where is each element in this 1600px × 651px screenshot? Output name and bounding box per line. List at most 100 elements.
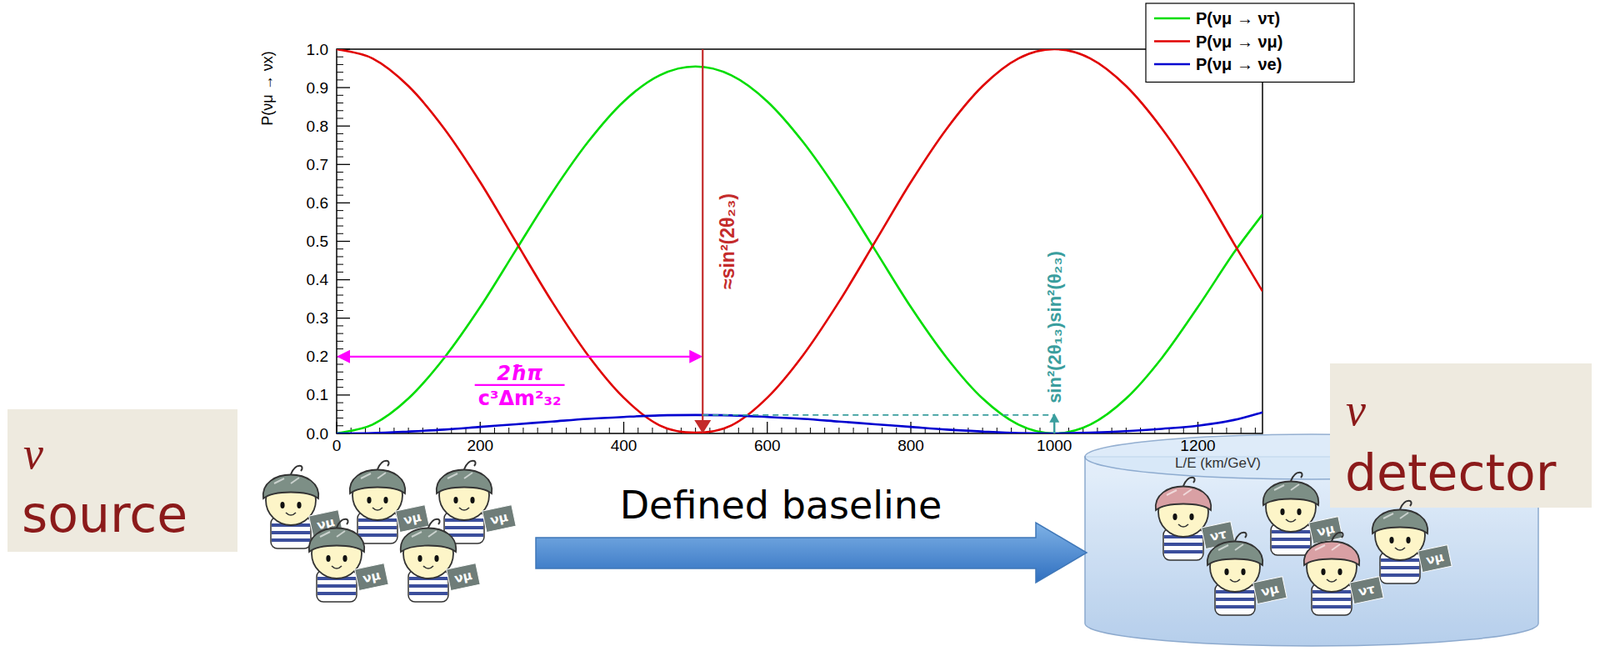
x-tick: [1197, 421, 1199, 434]
tag: νμ: [1309, 516, 1344, 545]
curves: [336, 49, 1263, 434]
x-minor-tick: [838, 427, 840, 434]
fraction-denominator: c³Δm²₃₂: [478, 386, 562, 410]
y-minor-tick: [336, 371, 344, 373]
y-tick: [336, 394, 350, 395]
y-tick-label: 0.0: [306, 425, 329, 443]
y-tick: [336, 86, 350, 88]
eye: [1296, 508, 1301, 515]
hat-curl: [290, 465, 303, 475]
y-minor-tick: [336, 148, 344, 150]
y-minor-tick: [336, 410, 344, 411]
hat-curl: [464, 460, 476, 470]
y-minor-tick: [336, 179, 344, 180]
neutrino-character: νμ: [1207, 532, 1287, 615]
x-tick-label: 1000: [1036, 436, 1072, 455]
hat: [263, 475, 319, 500]
source-label: source: [21, 485, 188, 544]
body-stripe: [317, 591, 356, 595]
tag-label: νμ: [453, 567, 475, 586]
body-stripe: [1164, 550, 1203, 554]
body-stripe: [271, 538, 310, 542]
body-stripe: [358, 533, 397, 537]
body-stripe: [1215, 605, 1255, 609]
eye: [383, 496, 388, 504]
y-minor-tick: [336, 340, 344, 342]
x-minor-tick: [1225, 427, 1227, 434]
body-stripe: [445, 525, 484, 530]
y-minor-tick: [336, 195, 344, 196]
body-stripe: [1271, 545, 1310, 549]
detector-box: [1330, 363, 1592, 508]
source-symbol: ν: [23, 428, 44, 479]
x-tick-label: 200: [466, 436, 494, 455]
tag-label: ντ: [1208, 525, 1229, 545]
y-minor-tick: [336, 425, 344, 426]
y-axis: 0.00.10.20.30.40.50.60.70.80.91.0: [306, 40, 350, 443]
arrow-head: [336, 350, 350, 364]
eye: [470, 496, 475, 504]
hat-stripe: [1274, 484, 1300, 490]
tag-plate: [355, 563, 390, 591]
eye: [1320, 568, 1325, 575]
eye: [1240, 568, 1245, 575]
source-box: [7, 409, 238, 552]
hat: [309, 528, 365, 553]
tag-plate: [1309, 516, 1344, 545]
baseline-label: Defined baseline: [620, 482, 943, 528]
series-line: [336, 49, 1263, 433]
y-tick-label: 0.1: [306, 385, 329, 404]
hat-stripe: [447, 472, 473, 479]
tag-plate: [1418, 545, 1453, 573]
x-minor-tick: [824, 427, 825, 434]
y-minor-tick: [336, 295, 344, 296]
hat-stripe: [1383, 512, 1409, 519]
y-minor-tick: [336, 402, 344, 404]
legend-swatch: [1154, 17, 1190, 20]
body-stripe: [1271, 537, 1310, 541]
hat-curl: [1183, 477, 1195, 486]
mouth: [1178, 524, 1189, 527]
hat-stripe: [360, 472, 386, 479]
hat: [1263, 481, 1319, 506]
y-minor-tick: [336, 248, 344, 250]
eye: [1280, 508, 1285, 515]
eye: [325, 555, 330, 562]
eye: [1405, 536, 1410, 544]
y-minor-tick: [336, 364, 344, 365]
body-stripe: [317, 584, 356, 588]
hat-stripe: [1315, 544, 1340, 550]
y-minor-tick: [336, 255, 344, 257]
x-tick-label: 600: [754, 436, 781, 455]
tag: νμ: [482, 505, 517, 533]
x-tick: [1054, 421, 1055, 434]
hat: [1207, 541, 1263, 566]
y-minor-tick: [336, 271, 344, 273]
hat-stripe: [411, 530, 437, 537]
x-tick: [766, 421, 768, 434]
period-arrow: [348, 355, 691, 358]
y-tick-label: 1.0: [306, 40, 329, 59]
y-minor-tick: [336, 286, 344, 288]
hat-curl: [1290, 472, 1303, 481]
amplitude-line: [701, 49, 704, 422]
y-minor-tick: [336, 386, 344, 388]
eye: [434, 555, 439, 562]
fraction-numerator: 2ħπ: [496, 361, 543, 385]
eye: [342, 555, 347, 562]
hat-stripe: [1166, 489, 1192, 495]
x-minor-tick: [537, 427, 539, 434]
tag-label: νμ: [1260, 580, 1281, 600]
y-minor-tick: [336, 95, 344, 96]
hat-curl: [1235, 532, 1247, 541]
body-stripe: [358, 525, 397, 530]
y-tick-label: 0.5: [306, 232, 329, 250]
eye: [1172, 513, 1177, 520]
x-tick-label: 800: [897, 436, 925, 455]
hat-curl: [377, 460, 390, 470]
detector-symbol: ν: [1345, 385, 1366, 435]
plot-frame: [336, 49, 1263, 434]
eye: [366, 496, 371, 504]
eye: [1224, 568, 1229, 575]
y-minor-tick: [336, 310, 344, 311]
